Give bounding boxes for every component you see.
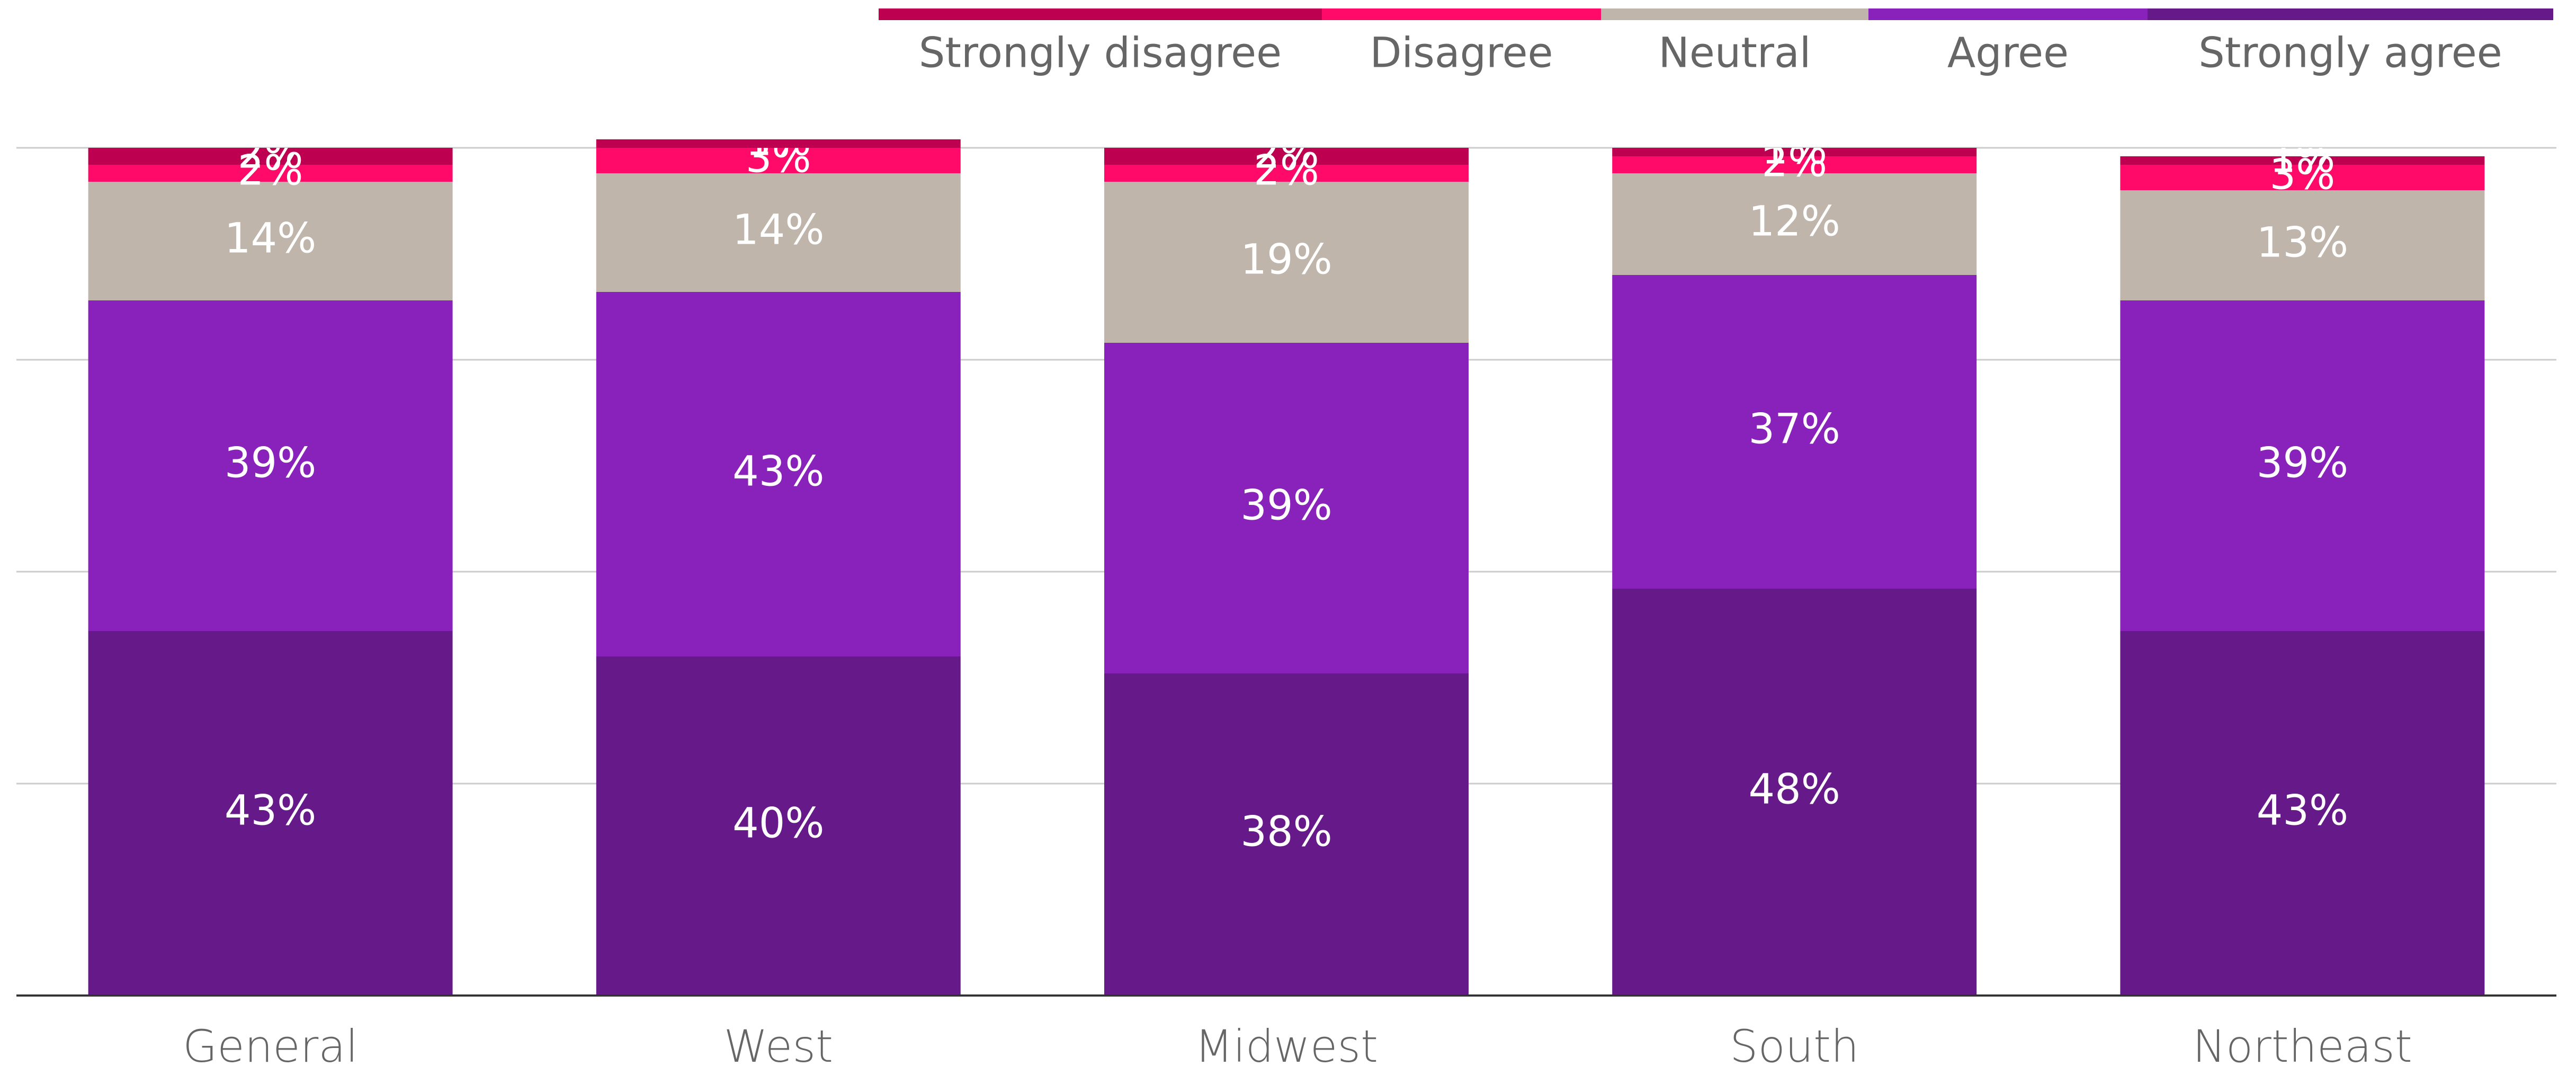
bar-segment [596,148,961,173]
bars [88,139,2485,996]
bar-segment [88,148,453,165]
data-label: 38% [1240,808,1332,856]
bar-segment [1612,589,1977,996]
bar-segment [1612,148,1977,156]
legend-swatch [879,8,1322,20]
legend-swatch [1322,8,1601,20]
x-tick-label: South [1730,1020,1859,1072]
bar-segment [1104,148,1469,165]
bar-segment [88,165,453,182]
legend-swatch [1601,8,1868,20]
bar-segment [1104,165,1469,182]
data-label: 3% [2270,151,2336,199]
data-label: 14% [225,215,316,262]
data-label: 1% [2270,134,2336,182]
x-tick-label: West [724,1020,834,1072]
data-label: 1% [1761,126,1827,173]
bar-segment [88,182,453,300]
legend: Strongly disagree Disagree Neutral Agree Str… [879,8,2553,77]
data-label: 2% [238,130,303,177]
data-label: 39% [225,439,316,487]
data-label: 2% [1761,138,1827,186]
data-label: 2% [1254,130,1319,177]
data-label: 39% [2257,439,2348,487]
legend-label: Disagree [1370,29,1553,77]
bar-segment [1612,173,1977,275]
bar-segment [2120,165,2485,190]
data-label: 43% [225,787,316,834]
legend-swatch [1868,8,2148,20]
x-tick-label: Northeast [2193,1020,2412,1072]
bar-segment [596,656,961,996]
bar-segment [596,139,961,148]
bar-segment [88,631,453,996]
data-label: 37% [1749,405,1840,453]
data-label: 14% [732,206,824,254]
legend-label: Neutral [1659,29,1811,77]
bar-segment [1612,156,1977,173]
data-label: 48% [1749,766,1840,813]
bar-segment [2120,300,2485,631]
data-label: 2% [1254,147,1319,194]
bar-segment [88,300,453,631]
data-label: 1% [746,117,811,165]
x-tick-label: Midwest [1195,1020,1378,1072]
legend-label: Agree [1947,29,2069,77]
data-label: 3% [746,134,811,182]
bar-segment [2120,631,2485,996]
bar-segment [1612,275,1977,589]
legend-label: Strongly disagree [919,29,1282,77]
legend-swatch [2148,8,2553,20]
bar-segment [596,173,961,292]
bar-segment [2120,156,2485,165]
data-label: 40% [732,799,824,847]
data-label: 13% [2257,219,2348,266]
bar-segment [1104,673,1469,996]
data-label: 43% [2257,787,2348,834]
bar-segment [2120,190,2485,300]
data-label: 2% [238,147,303,194]
legend-label: Strongly agree [2198,29,2502,77]
bar-segment [1104,343,1469,673]
data-label: 12% [1749,198,1840,245]
data-labels: 43%39%14%2%2%40%43%14%3%1%38%39%19%2%2%4… [225,117,2348,856]
data-label: 19% [1240,236,1332,283]
x-tick-label: General [183,1020,358,1072]
bar-segment [596,292,961,656]
axis: General West Midwest South Northeast [16,994,2556,1072]
bar-segment [1104,182,1469,343]
data-label: 43% [732,448,824,495]
data-label: 39% [1240,482,1332,529]
